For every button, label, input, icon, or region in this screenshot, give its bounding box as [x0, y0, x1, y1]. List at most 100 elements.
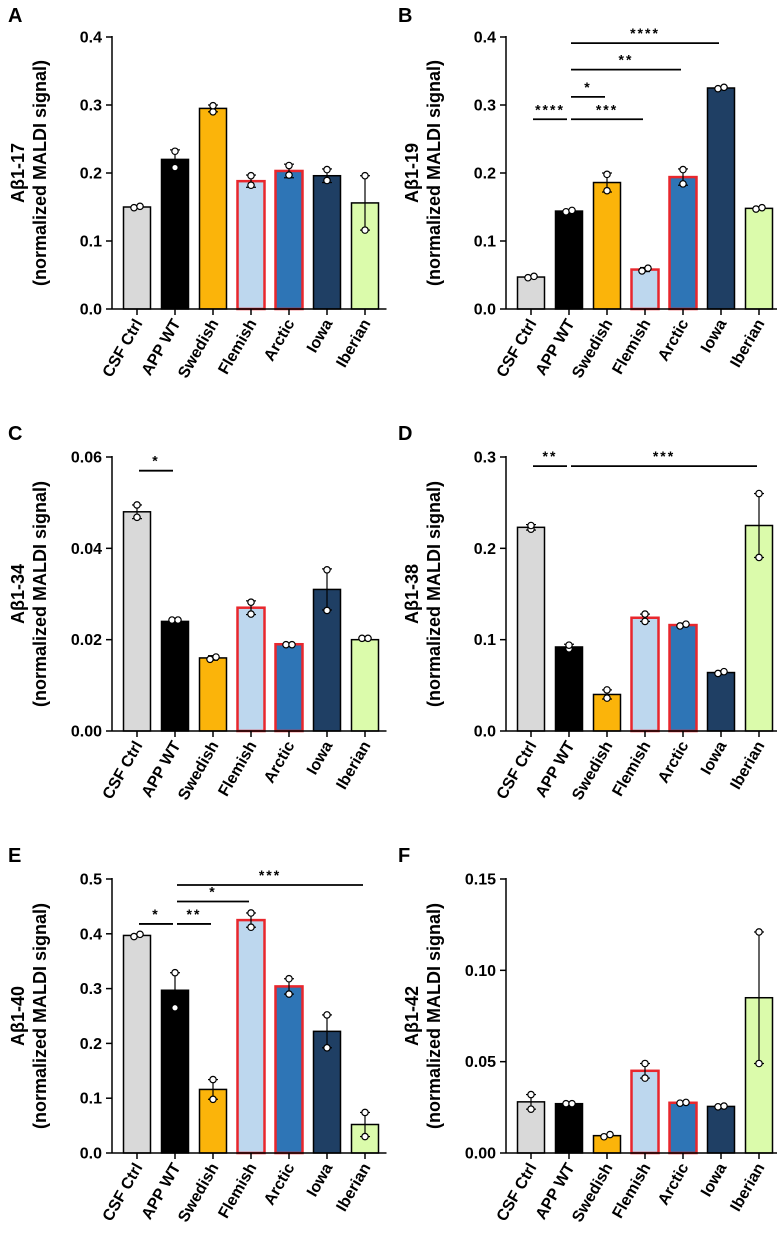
data-point [682, 620, 690, 628]
data-point [361, 1132, 369, 1141]
y-tick-label: 0.5 [80, 872, 102, 889]
data-point [323, 176, 331, 185]
x-tick-label: Iowa [304, 738, 337, 777]
panel-letter: D [398, 423, 412, 445]
data-point [285, 171, 293, 179]
bar-arctic [668, 1101, 698, 1155]
y-tick-label: 0.05 [465, 1054, 496, 1071]
bar-arctic [668, 623, 698, 733]
x-tick-label: Iberian [334, 739, 375, 793]
panel-d: D Aβ1-38 (normalized MALDI signal) 0.0 0.1 0.… [398, 423, 777, 803]
data-point [209, 101, 217, 110]
significance-label: *** [596, 101, 618, 117]
y-tick-label: 0.0 [474, 302, 496, 319]
panel-letter: A [8, 5, 22, 27]
bar-csf-ctrl [516, 526, 546, 732]
bar-arctic [274, 642, 304, 733]
data-point [361, 226, 369, 234]
data-point [644, 264, 652, 273]
y-tick-label: 0.15 [465, 872, 496, 889]
bar-app-wt [554, 1102, 584, 1154]
data-point [755, 489, 763, 498]
panel-f: F Aβ1-42 (normalized MALDI signal) 0.00 0.05… [398, 845, 777, 1225]
x-tick-label: Iberian [334, 317, 375, 371]
data-point [247, 610, 255, 618]
bar-arctic [668, 175, 698, 311]
data-point [361, 1108, 369, 1117]
y-tick-label: 0.1 [80, 234, 102, 251]
bar-arctic [274, 169, 304, 311]
y-tick-label: 0.1 [80, 1091, 102, 1108]
data-point [361, 171, 369, 180]
significance-label: *** [653, 448, 675, 464]
data-point [323, 606, 331, 615]
bar-app-wt [160, 989, 190, 1154]
panel-letter: B [398, 5, 412, 27]
significance-label: * [209, 883, 216, 899]
data-point [171, 147, 179, 156]
bar-iberian [350, 638, 380, 732]
data-point [285, 990, 293, 998]
x-tick-label: Iberian [728, 1161, 769, 1215]
data-point [682, 1098, 690, 1107]
bar-app-wt [160, 620, 190, 732]
significance-label: **** [630, 25, 660, 41]
y-tick-label: 0.00 [71, 724, 102, 741]
data-point [752, 205, 760, 213]
data-point [247, 923, 255, 932]
data-point [641, 610, 649, 618]
x-tick-label: Iowa [304, 1160, 337, 1199]
x-tick-label: Iowa [698, 1160, 731, 1199]
y-tick-label: 0.3 [80, 981, 102, 998]
data-point [679, 165, 687, 174]
x-tick-label: Flemish [216, 739, 261, 800]
data-point [720, 83, 728, 92]
x-tick-label: Arctic [261, 316, 298, 364]
y-axis-subtitle: (normalized MALDI signal) [424, 60, 444, 286]
significance-label: ** [187, 906, 202, 922]
bar-csf-ctrl [122, 934, 152, 1154]
data-point [606, 1130, 614, 1139]
data-point [603, 686, 611, 694]
y-axis-title: Aβ1-34 [8, 564, 28, 624]
bar-iowa [312, 1030, 342, 1154]
x-tick-label: Iberian [728, 317, 769, 371]
data-point [530, 272, 538, 281]
bar-flemish [236, 918, 266, 1155]
bar-app-wt [160, 158, 190, 310]
data-point [641, 1074, 649, 1082]
x-tick-label: Arctic [261, 738, 298, 786]
y-tick-label: 0.0 [80, 302, 102, 319]
y-tick-label: 0.2 [80, 166, 102, 183]
y-tick-label: 0.04 [71, 541, 102, 558]
x-tick-label: Arctic [261, 1160, 298, 1208]
data-point [323, 1011, 331, 1019]
data-point [755, 928, 763, 936]
panel-letter: C [8, 423, 22, 445]
x-tick-label: Iowa [698, 738, 731, 777]
data-point [758, 203, 766, 212]
panel-b: B Aβ1-19 (normalized MALDI signal) 0.0 0.1 0.… [398, 5, 777, 381]
data-point [323, 165, 331, 174]
y-tick-label: 0.4 [474, 30, 496, 47]
y-axis-title: Aβ1-19 [402, 143, 422, 203]
data-point [364, 634, 372, 643]
y-axis-subtitle: (normalized MALDI signal) [424, 481, 444, 707]
x-tick-label: Iberian [334, 1161, 375, 1215]
x-tick-label: Flemish [610, 739, 655, 800]
data-point [285, 974, 293, 983]
bar-app-wt [554, 210, 584, 310]
bar-flemish [630, 268, 660, 311]
data-point [247, 171, 255, 180]
y-axis-title: Aβ1-17 [8, 143, 28, 203]
data-point [755, 553, 763, 562]
data-point [323, 1043, 331, 1052]
data-point [133, 501, 141, 509]
y-axis-subtitle: (normalized MALDI signal) [424, 903, 444, 1129]
data-point [524, 273, 532, 282]
significance-label: **** [535, 101, 565, 117]
data-point [171, 163, 179, 172]
data-point [568, 206, 576, 215]
data-point [720, 1102, 728, 1110]
